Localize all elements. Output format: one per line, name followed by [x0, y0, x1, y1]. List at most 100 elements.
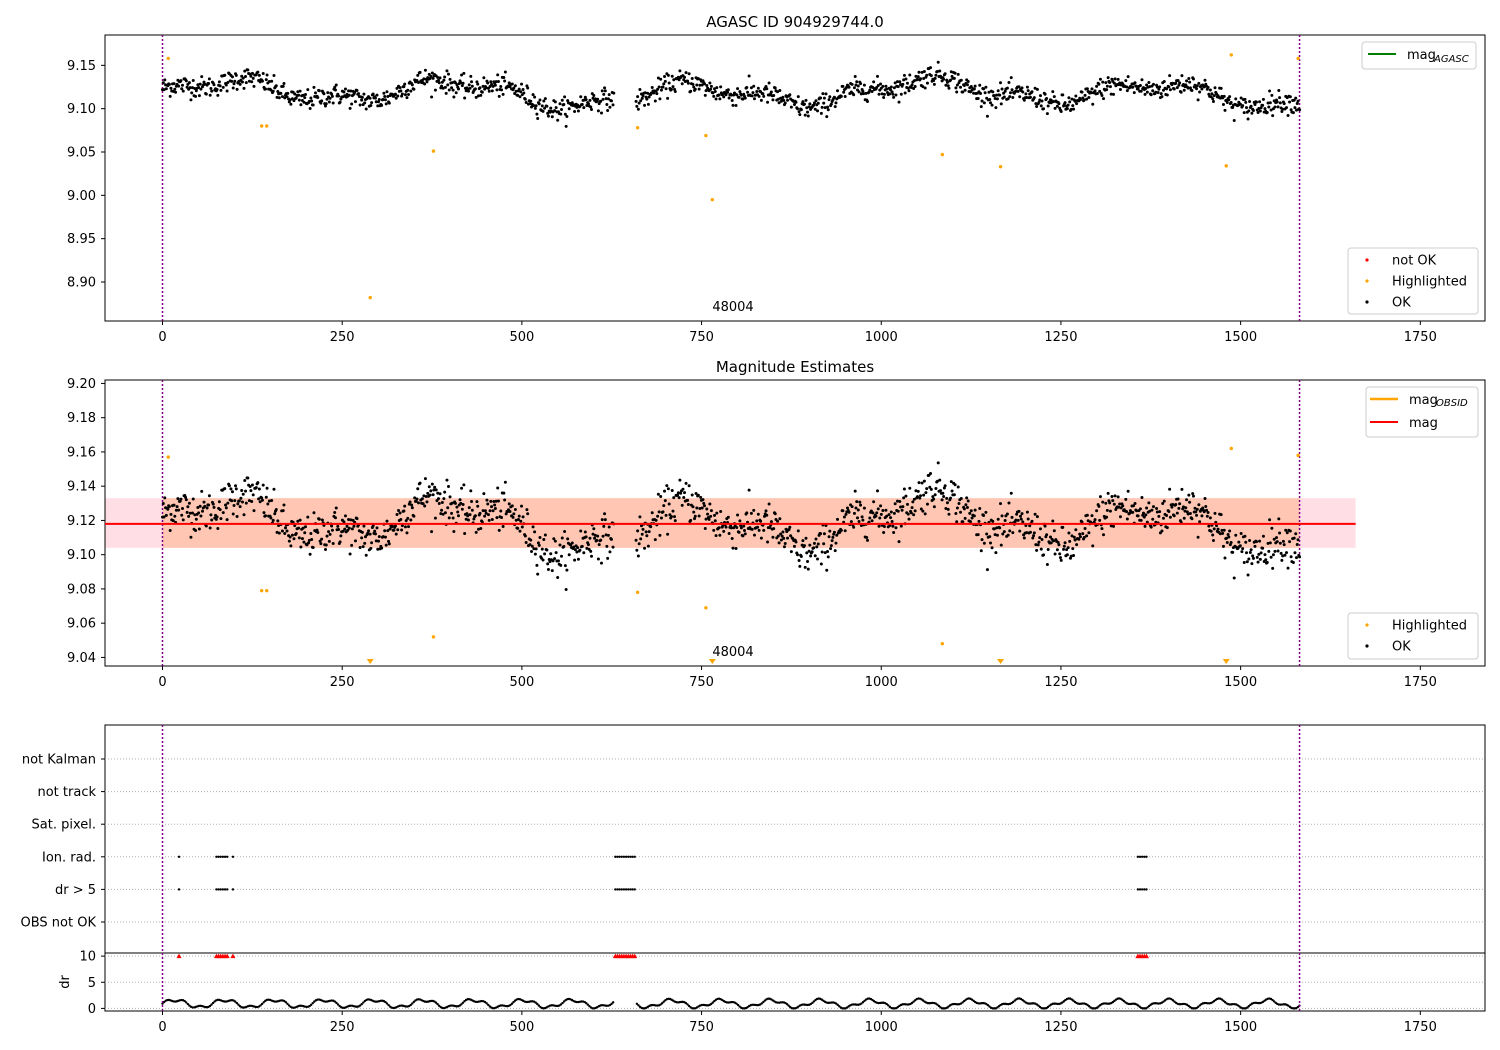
ok-point — [603, 86, 607, 90]
ok-point — [250, 80, 254, 84]
ok-point — [1063, 541, 1067, 545]
ok-point — [1243, 534, 1247, 538]
ok-point — [214, 517, 218, 521]
ok-point — [560, 98, 564, 102]
ok-point — [612, 91, 616, 95]
ok-point — [450, 501, 454, 505]
ok-point — [1271, 566, 1275, 570]
ok-point — [1151, 517, 1155, 521]
ok-point — [414, 499, 418, 503]
ok-point — [1061, 525, 1065, 529]
ok-point — [773, 512, 777, 516]
ok-point — [782, 98, 786, 102]
ok-point — [331, 541, 335, 545]
ok-point — [1072, 554, 1076, 558]
ok-point — [607, 93, 611, 97]
ok-point — [364, 553, 368, 557]
highlighted-point — [368, 295, 372, 300]
dr-point — [534, 1001, 537, 1004]
ok-point — [371, 92, 375, 96]
ok-point — [1158, 85, 1162, 89]
ok-point — [496, 499, 500, 503]
ok-point — [982, 541, 986, 545]
ok-point — [966, 79, 970, 83]
out-of-range-marker — [708, 659, 716, 664]
flag-point — [620, 888, 623, 891]
ok-point — [796, 95, 800, 99]
ok-point — [1271, 553, 1275, 557]
ok-point — [1251, 556, 1255, 560]
ok-point — [978, 507, 982, 511]
ok-point — [1190, 517, 1194, 521]
figure-title: AGASC ID 904929744.0 — [706, 13, 884, 31]
highlighted-point — [431, 635, 436, 639]
panel1-y-tick-label: 9.10 — [67, 102, 96, 117]
ok-point — [446, 484, 450, 488]
ok-point — [1052, 539, 1056, 543]
ok-point — [303, 96, 307, 100]
ok-point — [1160, 529, 1164, 533]
ok-point — [603, 518, 607, 522]
ok-point — [249, 74, 253, 78]
ok-point — [412, 87, 416, 91]
ok-point — [499, 509, 503, 513]
ok-point — [377, 100, 381, 104]
ok-point — [580, 102, 584, 106]
ok-point — [1191, 494, 1195, 498]
ok-point — [961, 520, 965, 524]
ok-point — [1281, 107, 1285, 111]
ok-point — [573, 109, 577, 113]
ok-point — [537, 102, 541, 106]
ok-point — [1116, 495, 1120, 499]
ok-point — [1132, 504, 1136, 508]
panel2-y-tick-label: 9.16 — [67, 445, 96, 460]
ok-point — [290, 533, 294, 537]
ok-point — [788, 525, 792, 529]
ok-point — [447, 88, 451, 92]
ok-point — [315, 528, 319, 532]
ok-point — [1268, 541, 1272, 545]
dr-point — [259, 1004, 262, 1007]
ok-point — [911, 500, 915, 504]
ok-point — [556, 118, 560, 122]
ok-point — [327, 100, 331, 104]
ok-point — [919, 494, 923, 498]
ok-point — [589, 554, 593, 558]
ok-point — [852, 525, 856, 529]
ok-point — [1157, 87, 1161, 91]
ok-point — [331, 101, 335, 105]
ok-point — [514, 518, 518, 522]
ok-point — [935, 69, 939, 73]
dr-point — [286, 1002, 289, 1005]
ok-point — [1063, 101, 1067, 105]
ok-point — [1288, 529, 1292, 533]
ok-point — [680, 82, 684, 86]
ok-point — [342, 90, 346, 94]
ok-point — [180, 506, 184, 510]
ok-point — [604, 97, 608, 101]
ok-point — [606, 97, 610, 101]
ok-point — [1201, 506, 1205, 510]
ok-point — [1265, 111, 1269, 115]
ok-point — [671, 509, 675, 513]
ok-point — [1139, 89, 1143, 93]
ok-point — [478, 511, 482, 515]
ok-point — [412, 514, 416, 518]
flag-point — [620, 855, 623, 858]
ok-point — [296, 90, 300, 94]
ok-point — [387, 542, 391, 546]
ok-point — [406, 88, 410, 92]
ok-point — [520, 525, 524, 529]
ok-point — [1008, 529, 1012, 533]
ok-point — [221, 511, 225, 515]
ok-point — [265, 486, 269, 490]
dr-tick-label: 10 — [79, 950, 96, 965]
ok-point — [171, 89, 175, 93]
ok-point — [906, 86, 910, 90]
ok-point — [717, 93, 721, 97]
ok-point — [884, 508, 888, 512]
ok-point — [784, 527, 788, 531]
ok-point — [1073, 538, 1077, 542]
ok-point — [885, 87, 889, 91]
ok-point — [1278, 531, 1282, 535]
